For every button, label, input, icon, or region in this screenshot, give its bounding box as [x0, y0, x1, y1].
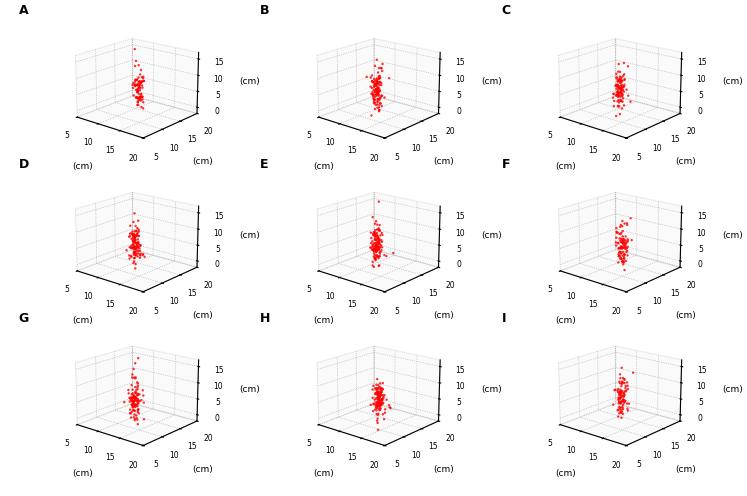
X-axis label: (cm): (cm) [555, 315, 576, 324]
X-axis label: (cm): (cm) [555, 469, 576, 478]
Text: D: D [19, 158, 29, 171]
Y-axis label: (cm): (cm) [433, 465, 454, 474]
Y-axis label: (cm): (cm) [433, 157, 454, 167]
X-axis label: (cm): (cm) [314, 315, 335, 324]
Text: G: G [19, 312, 29, 325]
X-axis label: (cm): (cm) [72, 162, 93, 171]
Y-axis label: (cm): (cm) [433, 311, 454, 320]
X-axis label: (cm): (cm) [314, 469, 335, 478]
Y-axis label: (cm): (cm) [192, 311, 213, 320]
X-axis label: (cm): (cm) [72, 469, 93, 478]
Text: F: F [502, 158, 510, 171]
Text: B: B [260, 4, 270, 17]
X-axis label: (cm): (cm) [314, 162, 335, 171]
Text: A: A [19, 4, 28, 17]
Y-axis label: (cm): (cm) [675, 157, 695, 167]
Text: E: E [260, 158, 269, 171]
Y-axis label: (cm): (cm) [192, 465, 213, 474]
Text: C: C [502, 4, 511, 17]
Y-axis label: (cm): (cm) [675, 311, 695, 320]
Text: H: H [260, 312, 270, 325]
Y-axis label: (cm): (cm) [675, 465, 695, 474]
Y-axis label: (cm): (cm) [192, 157, 213, 167]
X-axis label: (cm): (cm) [72, 315, 93, 324]
Text: I: I [502, 312, 506, 325]
X-axis label: (cm): (cm) [555, 162, 576, 171]
